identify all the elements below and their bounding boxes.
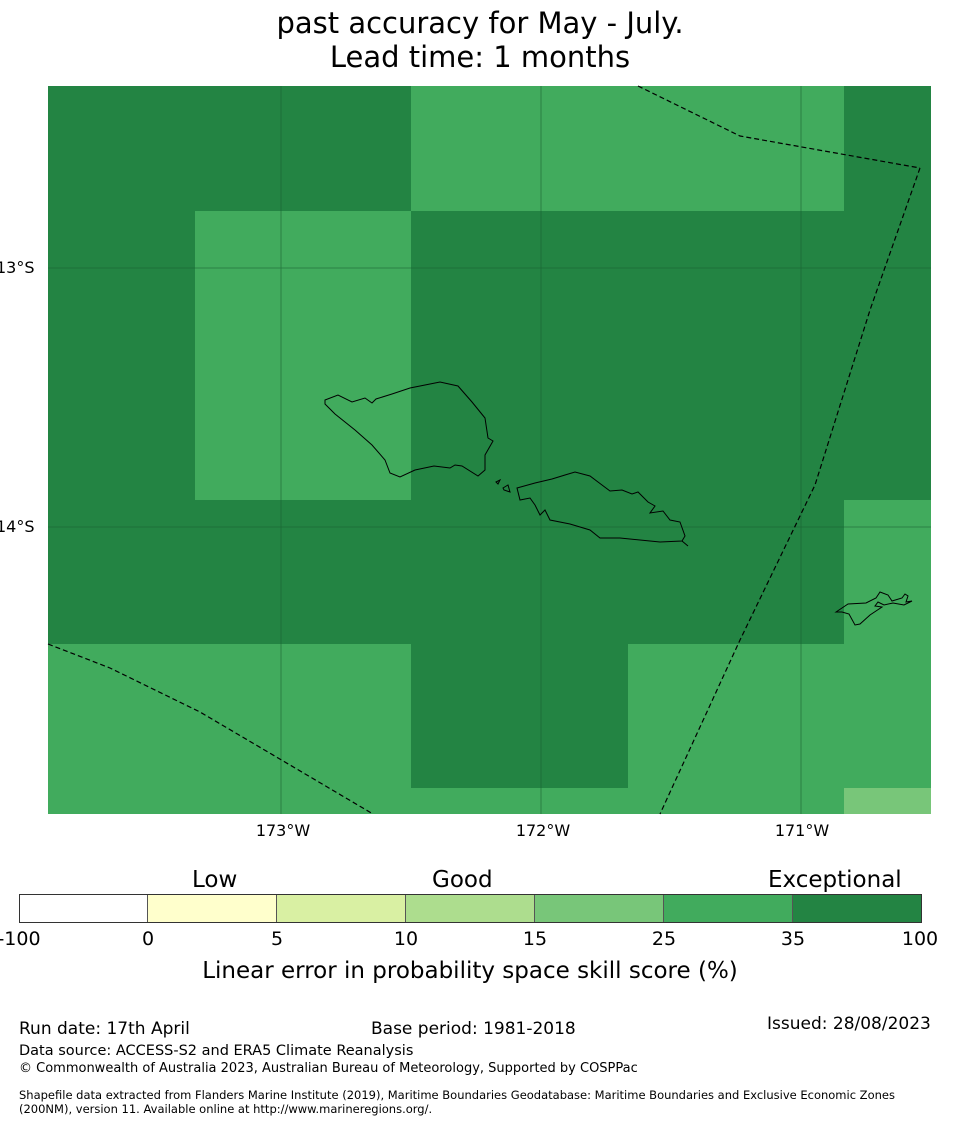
issued-date: Issued: 28/08/2023: [767, 1014, 931, 1034]
grid-cell: [195, 211, 411, 500]
manono-islet: [495, 478, 502, 485]
category-low-label: Low: [192, 867, 238, 893]
colorbar-swatch-2: [148, 894, 277, 923]
colorbar-swatch-5: [535, 894, 664, 923]
skill-map: [47, 85, 931, 815]
colorbar-axis-title: Linear error in probability space skill …: [202, 958, 738, 984]
lon-label-172w: 172°W: [515, 821, 571, 840]
colorbar-swatch-7: [793, 894, 922, 923]
eez-boundary-east: [659, 167, 921, 815]
colorbar-swatch-1: [19, 894, 148, 923]
run-date: Run date: 17th April: [19, 1019, 190, 1039]
map-title-line-1: past accuracy for May - July.: [276, 6, 684, 40]
colorbar-swatch-3: [277, 894, 406, 923]
lon-label-173w: 173°W: [255, 821, 311, 840]
map-title-line-2: Lead time: 1 months: [329, 40, 631, 74]
tick-label: 5: [270, 928, 284, 950]
eez-boundary-southwest: [47, 643, 374, 815]
lon-label-171w: 171°W: [774, 821, 830, 840]
coastlines: [324, 381, 913, 626]
tick-label: 100: [901, 928, 939, 950]
upolu-island: [516, 471, 686, 543]
colorbar-swatch-6: [664, 894, 793, 923]
upolu-point: [681, 540, 689, 547]
lat-label-14s: 14°S: [0, 517, 35, 536]
category-exceptional-label: Exceptional: [768, 867, 902, 893]
skill-grid: [48, 86, 931, 814]
tick-label: 15: [522, 928, 548, 950]
tick-label: 10: [393, 928, 419, 950]
lat-label-13s: 13°S: [0, 258, 35, 277]
eez-boundaries: [47, 85, 921, 815]
tick-label: 0: [141, 928, 155, 950]
copyright-notice: © Commonwealth of Australia 2023, Austra…: [19, 1061, 638, 1076]
tick-label: -100: [0, 928, 41, 950]
shapefile-credit-line-1: Shapefile data extracted from Flanders M…: [19, 1088, 895, 1102]
eez-boundary-north: [637, 85, 921, 169]
grid-cell: [844, 500, 931, 814]
colorbar-outline: [19, 894, 922, 923]
grid-cell: [411, 788, 628, 814]
category-good-label: Good: [432, 867, 493, 893]
apolima-islet: [502, 484, 511, 493]
base-period: Base period: 1981-2018: [371, 1019, 576, 1039]
data-source: Data source: ACCESS-S2 and ERA5 Climate …: [19, 1043, 414, 1059]
grid-cell: [844, 788, 931, 814]
shapefile-credit-line-2: (200NM), version 11. Available online at…: [19, 1102, 433, 1116]
graticule: [48, 86, 931, 814]
colorbar-swatch-4: [406, 894, 535, 923]
tick-label: 25: [651, 928, 677, 950]
tick-label: 35: [780, 928, 806, 950]
savaii-island: [324, 381, 494, 478]
tutuila-island: [834, 591, 913, 626]
grid-cell: [411, 86, 844, 211]
grid-cell: [628, 644, 844, 814]
